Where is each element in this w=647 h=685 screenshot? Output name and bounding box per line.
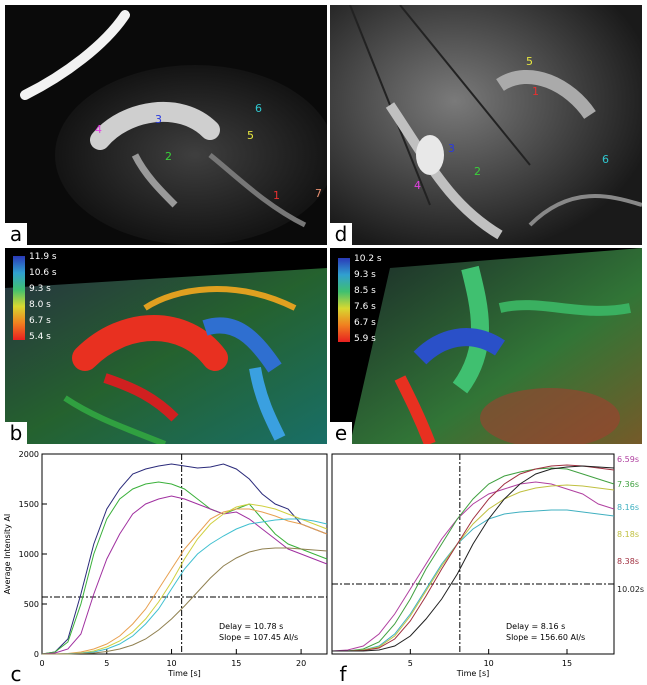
series-line-7 bbox=[42, 547, 328, 655]
colorbar-tick: 11.9 s bbox=[29, 252, 57, 262]
series-line-5 bbox=[332, 464, 615, 652]
x-tick-label: 20 bbox=[296, 659, 306, 668]
colorbar-tick: 6.7 s bbox=[354, 318, 376, 328]
panel-label-c: c bbox=[5, 663, 27, 685]
plot-frame bbox=[331, 453, 615, 655]
x-tick-label: 15 bbox=[231, 659, 241, 668]
colorbar-tick: 9.3 s bbox=[354, 270, 376, 280]
colorbar-b: 11.9 s 10.6 s 9.3 s 8.0 s 6.7 s 5.4 s bbox=[13, 252, 57, 342]
x-tick-label: 5 bbox=[408, 659, 413, 668]
roi-label-3: 3 bbox=[155, 113, 162, 126]
roi-label-7: 7 bbox=[315, 187, 322, 200]
series-line-6 bbox=[332, 465, 615, 652]
roi-d-label-6: 6 bbox=[602, 153, 609, 166]
panel-e-image bbox=[330, 248, 642, 444]
series-delay-label: 8.38s bbox=[617, 557, 639, 566]
series-line-4 bbox=[42, 508, 328, 655]
series-delay-label: 10.02s bbox=[617, 585, 644, 594]
series-line-6 bbox=[42, 518, 328, 655]
y-tick-label: 0 bbox=[34, 650, 39, 659]
panel-label-e: e bbox=[330, 422, 352, 444]
series-line-1 bbox=[41, 463, 328, 655]
series-line-2 bbox=[332, 467, 615, 652]
colorbar-tick: 5.4 s bbox=[29, 332, 51, 342]
annotation-text: Slope = 107.45 AI/s bbox=[219, 633, 298, 642]
colorbar-tick: 9.3 s bbox=[29, 284, 51, 294]
chart-c: 0 5 10 15 20 0 500 1000 1500 2000 Time [s] Average … bbox=[3, 450, 328, 678]
roi-label-4: 4 bbox=[95, 123, 102, 136]
panel-c: 0 5 10 15 20 0 500 1000 1500 2000 Time [s] Average … bbox=[0, 446, 330, 685]
roi-label-1: 1 bbox=[273, 189, 280, 202]
roi-label-6: 6 bbox=[255, 102, 262, 115]
series-line-2 bbox=[41, 481, 328, 655]
annotation-text: Delay = 10.78 s bbox=[219, 622, 283, 631]
series-delay-label: 7.36s bbox=[617, 480, 639, 489]
roi-d-label-1: 1 bbox=[532, 85, 539, 98]
series-line-4 bbox=[332, 484, 615, 652]
panel-a-image bbox=[5, 5, 327, 245]
colorbar-tick: 5.9 s bbox=[354, 334, 376, 344]
colorbar-tick: 8.0 s bbox=[29, 300, 51, 310]
chart-f: 5 10 15 Time [s] Delay = 8.16 s Slope = 156.6… bbox=[331, 453, 644, 678]
plot-frame bbox=[41, 453, 328, 655]
series-line-3 bbox=[332, 509, 615, 652]
x-axis-label: Time [s] bbox=[456, 669, 490, 678]
colorbar-tick: 10.6 s bbox=[29, 268, 57, 278]
series-delay-label: 8.18s bbox=[617, 530, 639, 539]
panel-e: 10.2 s 9.3 s 8.5 s 7.6 s 6.7 s 5.9 s e bbox=[330, 248, 642, 444]
panel-label-b: b bbox=[5, 422, 27, 444]
colorbar-tick: 6.7 s bbox=[29, 316, 51, 326]
x-axis-label: Time [s] bbox=[167, 669, 201, 678]
y-tick-label: 1000 bbox=[19, 550, 39, 559]
x-tick-label: 5 bbox=[104, 659, 109, 668]
series-delay-label: 8.16s bbox=[617, 503, 639, 512]
annotation-text: Slope = 156.60 AI/s bbox=[506, 633, 585, 642]
series-line-5 bbox=[42, 503, 328, 655]
panel-label-a: a bbox=[5, 223, 27, 245]
panel-label-f: f bbox=[332, 663, 354, 685]
roi-label-2: 2 bbox=[165, 150, 172, 163]
colorbar-tick: 10.2 s bbox=[354, 254, 382, 264]
panel-d-image bbox=[330, 5, 642, 245]
panel-a: 3 4 6 5 2 1 7 a bbox=[5, 5, 327, 245]
panel-label-d: d bbox=[330, 223, 352, 245]
x-tick-label: 10 bbox=[484, 659, 494, 668]
series-line-1 bbox=[331, 481, 615, 652]
annotation-text: Delay = 8.16 s bbox=[506, 622, 565, 631]
panel-b-image bbox=[5, 248, 327, 444]
roi-d-label-5: 5 bbox=[526, 55, 533, 68]
y-tick-label: 500 bbox=[24, 600, 39, 609]
y-tick-label: 2000 bbox=[19, 450, 39, 459]
roi-d-label-4: 4 bbox=[414, 179, 421, 192]
panel-d: 5 1 2 3 4 6 d bbox=[330, 5, 642, 245]
y-tick-label: 1500 bbox=[19, 500, 39, 509]
colorbar-tick: 8.5 s bbox=[354, 286, 376, 296]
y-axis-label: Average Intensity AI bbox=[3, 514, 12, 595]
colorbar-e: 10.2 s 9.3 s 8.5 s 7.6 s 6.7 s 5.9 s bbox=[338, 254, 382, 344]
series-delay-label: 6.59s bbox=[617, 455, 639, 464]
panel-b: 11.9 s 10.6 s 9.3 s 8.0 s 6.7 s 5.4 s b bbox=[5, 248, 327, 444]
colorbar-tick: 7.6 s bbox=[354, 302, 376, 312]
series-line-3 bbox=[41, 495, 328, 655]
roi-d-label-2: 2 bbox=[474, 165, 481, 178]
roi-d-label-3: 3 bbox=[448, 142, 455, 155]
x-tick-label: 15 bbox=[562, 659, 572, 668]
roi-label-5: 5 bbox=[247, 129, 254, 142]
x-tick-label: 10 bbox=[166, 659, 176, 668]
panel-f: 5 10 15 Time [s] Delay = 8.16 s Slope = 156.6… bbox=[330, 446, 647, 685]
x-tick-label: 0 bbox=[39, 659, 44, 668]
